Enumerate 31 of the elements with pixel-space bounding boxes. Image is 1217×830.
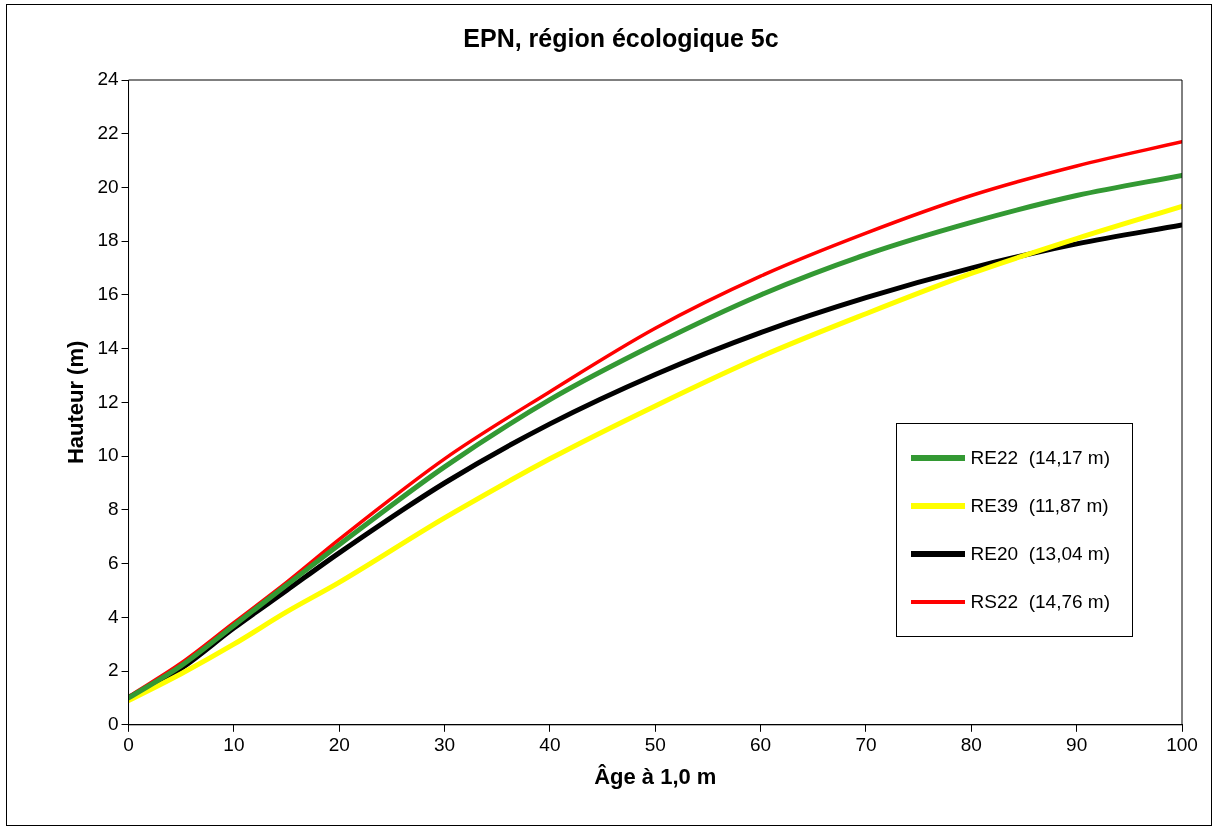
x-tick-label: 30 [434, 734, 456, 756]
y-tick-label: 4 [107, 605, 119, 627]
y-tick-label: 24 [97, 68, 119, 90]
x-tick-label: 60 [750, 734, 772, 756]
y-tick-label: 0 [107, 713, 119, 735]
chart-title: EPN, région écologique 5c [463, 23, 779, 52]
x-tick-label: 80 [960, 734, 982, 756]
legend-label: RE22 (14,17 m) [970, 447, 1110, 469]
x-tick-label: 50 [644, 734, 666, 756]
y-axis-title: Hauteur (m) [63, 340, 89, 465]
legend-label: RS22 (14,76 m) [970, 591, 1110, 613]
x-tick-label: 40 [539, 734, 561, 756]
legend-label: RE39 (11,87 m) [970, 495, 1109, 517]
x-tick-label: 10 [223, 734, 245, 756]
x-tick-label: 100 [1166, 734, 1198, 756]
x-tick-label: 90 [1066, 734, 1088, 756]
x-axis-title: Âge à 1,0 m [594, 763, 717, 789]
legend-label: RE20 (13,04 m) [970, 543, 1110, 565]
y-tick-label: 16 [97, 283, 119, 305]
y-tick-label: 20 [97, 175, 119, 197]
x-tick-label: 20 [328, 734, 350, 756]
x-tick-label: 70 [855, 734, 877, 756]
y-tick-label: 2 [107, 659, 119, 681]
y-tick-label: 22 [97, 121, 119, 143]
y-tick-label: 6 [107, 551, 119, 573]
y-tick-label: 12 [97, 390, 119, 412]
y-tick-label: 8 [107, 498, 119, 520]
y-tick-label: 10 [97, 444, 119, 466]
x-tick-label: 0 [123, 734, 134, 756]
y-tick-label: 18 [97, 229, 119, 251]
y-tick-label: 14 [97, 336, 119, 358]
